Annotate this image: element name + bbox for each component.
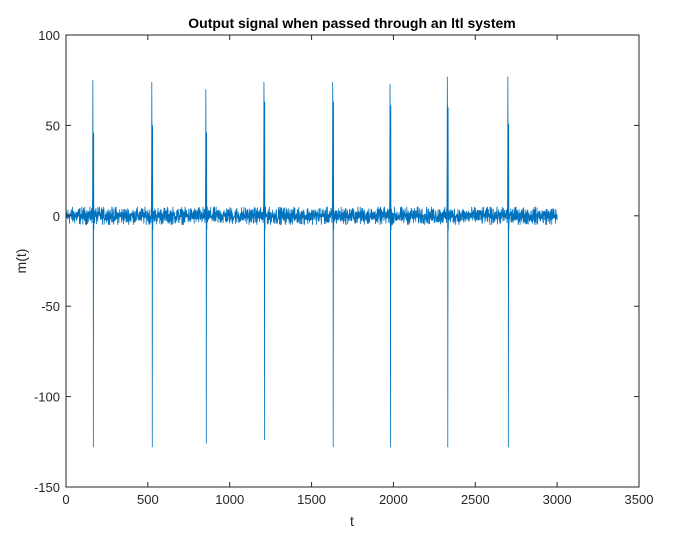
y-tick-label: 0 (53, 209, 60, 224)
signal-line (65, 76, 558, 448)
ticks-layer: 0 500 1000 1500 2000 2500 3000 3500 -150 -100 -50 0… (34, 28, 653, 507)
x-tick-label: 3000 (543, 492, 572, 507)
y-tick-label: 100 (38, 28, 60, 43)
x-tick-label: 500 (137, 492, 159, 507)
x-tick-label: 3500 (625, 492, 654, 507)
y-tick-label: -50 (41, 299, 60, 314)
x-tick-label: 1500 (297, 492, 326, 507)
x-tick-label: 2500 (461, 492, 490, 507)
y-tick-label: -150 (34, 480, 60, 495)
chart-title: Output signal when passed through an ltl… (188, 15, 515, 31)
y-axis-title: m(t) (13, 249, 29, 274)
x-tick-label: 2000 (379, 492, 408, 507)
x-tick-label: 1000 (215, 492, 244, 507)
y-tick-label: -100 (34, 390, 60, 405)
x-tick-label: 0 (62, 492, 69, 507)
x-axis-title: t (350, 513, 354, 529)
plot-frame (65, 34, 640, 488)
series-layer (65, 76, 558, 448)
y-tick-label: 50 (46, 118, 60, 133)
